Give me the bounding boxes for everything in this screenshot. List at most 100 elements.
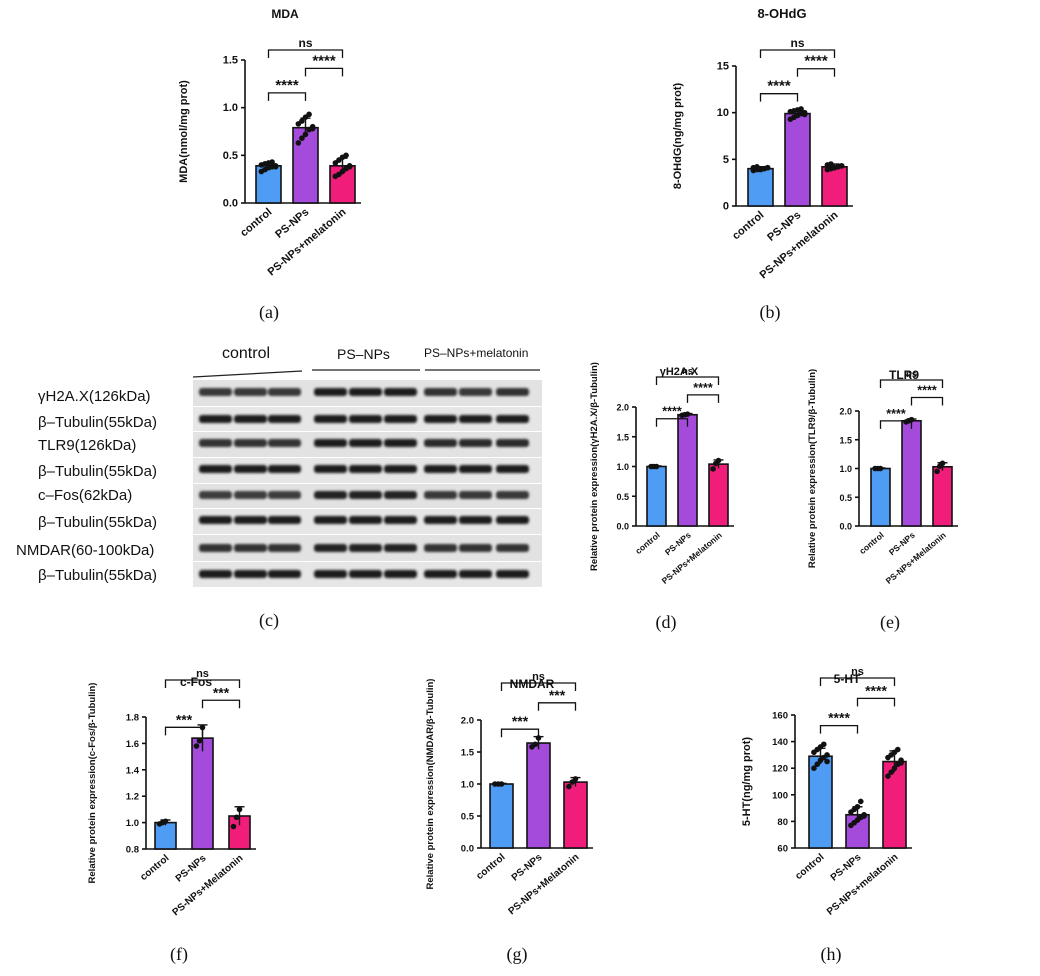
chart-title: 8-OHdG [757, 6, 806, 21]
data-point [898, 760, 904, 766]
data-point [814, 761, 821, 768]
significance-bracket [856, 697, 896, 707]
data-point [193, 743, 200, 749]
significance-bracket [267, 49, 344, 58]
blot-row-label: TLR9(126kDa) [38, 437, 137, 454]
data-point [498, 781, 505, 787]
panel-label: (h) [821, 944, 842, 965]
data-point [854, 803, 861, 810]
chart-title: MDA [271, 7, 299, 21]
category-label: PS-NPs+Melatonin [170, 853, 245, 918]
panel-label: (g) [507, 944, 528, 965]
y-axis-label: Relative protein expression(γH2A.X/β-Tub… [589, 362, 600, 571]
data-point [272, 163, 279, 170]
y-tick-label: 0.5 [223, 150, 238, 162]
y-tick-label: 1.4 [126, 765, 140, 776]
data-point [532, 741, 539, 748]
y-tick-label: 10 [717, 107, 729, 119]
significance-bracket [164, 726, 204, 736]
significance-label: ns [532, 671, 545, 683]
significance-label: **** [662, 405, 682, 419]
significance-label: ns [790, 36, 804, 50]
y-tick-label: 80 [777, 817, 788, 828]
blot-row-label: β–Tubulin(55kDa) [38, 514, 157, 531]
data-point [891, 765, 898, 771]
significance-label: ns [906, 369, 917, 380]
significance-bracket [304, 67, 344, 77]
y-tick-label: 1.0 [616, 462, 629, 472]
bar [489, 783, 514, 849]
data-point [828, 161, 834, 167]
data-point [894, 746, 901, 753]
chart-title: TLR9 [889, 368, 919, 382]
y-tick-label: 1.8 [126, 713, 139, 724]
significance-bracket [819, 724, 859, 734]
significance-bracket [201, 699, 241, 709]
data-point [885, 773, 891, 779]
y-tick-label: 0.5 [616, 492, 629, 502]
significance-label: ns [298, 36, 312, 50]
significance-label: **** [693, 381, 713, 395]
data-point [566, 783, 572, 790]
y-tick-label: 1.5 [461, 748, 475, 759]
significance-label: ns [682, 366, 693, 377]
y-tick-label: 160 [772, 711, 788, 722]
panel-label: (b) [760, 302, 781, 323]
data-point [857, 798, 864, 805]
significance-label: *** [213, 684, 230, 700]
significance-bracket [686, 394, 720, 403]
data-point [233, 814, 240, 821]
bar [677, 413, 698, 527]
category-label: PS-NPs [510, 852, 545, 884]
significance-label: *** [512, 713, 529, 729]
blot-row-label: NMDAR(60-100kDa) [16, 542, 155, 559]
category-label: control [474, 852, 507, 882]
data-point [824, 758, 830, 765]
y-tick-label: 1.2 [126, 792, 139, 803]
y-tick-label: 100 [772, 790, 788, 801]
blot-row-label: β–Tubulin(55kDa) [38, 567, 157, 584]
data-point [295, 140, 302, 146]
category-label: PS-NPs+melatonin [825, 852, 900, 918]
significance-label: **** [917, 384, 937, 398]
blot-group-label-ps-nps: PS–NPs [337, 346, 390, 362]
y-tick-label: 1.0 [126, 818, 139, 829]
data-point [715, 457, 722, 464]
y-tick-label: 0.0 [616, 522, 629, 532]
significance-label: **** [865, 682, 887, 698]
data-point [535, 735, 542, 741]
significance-bracket [655, 376, 720, 385]
y-tick-label: 0.0 [839, 522, 852, 532]
y-tick-label: 0.0 [461, 844, 474, 855]
y-tick-label: 5 [723, 154, 729, 166]
y-axis-label: 5-HT(ng/mg prot) [741, 737, 753, 827]
panel-label: (a) [259, 302, 279, 323]
y-tick-label: 1.0 [461, 780, 474, 791]
y-axis-label: Relative protein expression(TLR9/β-Tubul… [807, 369, 818, 568]
significance-label: **** [312, 52, 336, 69]
data-point [838, 163, 845, 169]
category-label: PS-NPs [829, 852, 864, 884]
significance-bracket [759, 49, 836, 58]
panel-label: (c) [259, 610, 279, 630]
significance-label: **** [828, 710, 850, 726]
significance-bracket [819, 677, 896, 686]
significance-label: **** [886, 407, 906, 421]
y-tick-label: 2.0 [839, 407, 852, 417]
chart-h: 5-HT 60 80 100 120 140 160 5-HT(ng/mg prot) cont… [741, 666, 912, 965]
y-tick-label: 2.0 [616, 403, 629, 413]
significance-label: *** [549, 687, 566, 703]
y-axis-label: 8-OHdG(ng/mg prot) [672, 83, 684, 190]
significance-bracket [164, 679, 241, 688]
chart-title: γH2A.X [660, 366, 699, 378]
significance-label: ns [851, 666, 864, 678]
data-point [299, 118, 305, 124]
data-point [888, 769, 895, 775]
bar [563, 781, 588, 849]
bar [821, 166, 848, 207]
category-label: control [633, 530, 661, 556]
y-tick-label: 1.0 [223, 102, 238, 114]
data-point [820, 741, 827, 748]
data-point [269, 159, 275, 165]
